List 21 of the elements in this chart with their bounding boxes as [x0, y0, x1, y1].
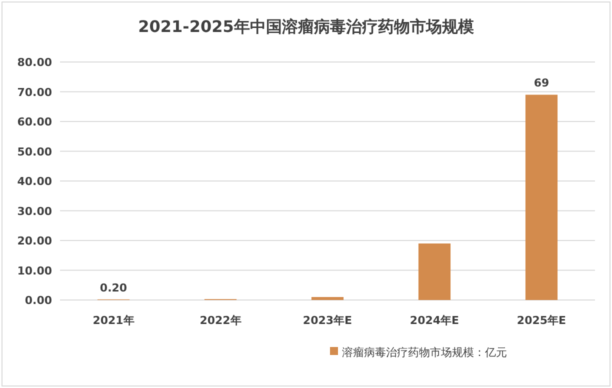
x-tick-label: 2024年E	[410, 314, 460, 327]
x-tick-label: 2022年	[200, 314, 242, 327]
y-tick-label: 10.00	[17, 264, 52, 278]
y-tick-label: 60.00	[17, 116, 52, 128]
x-tick-label: 2021年	[92, 314, 134, 327]
y-tick-label: 20.00	[17, 234, 52, 248]
bar	[418, 243, 451, 300]
y-tick-label: 50.00	[17, 145, 52, 158]
data-label: 69	[534, 76, 550, 90]
y-tick-label: 70.00	[17, 86, 52, 99]
y-tick-label: 30.00	[17, 204, 52, 218]
x-tick-label: 2025年E	[516, 314, 566, 327]
x-tick-label: 2023年E	[302, 314, 352, 327]
y-tick-label: 80.00	[17, 56, 52, 69]
y-tick-label: 40.00	[17, 175, 52, 188]
bar	[525, 94, 558, 300]
bar	[311, 297, 344, 300]
legend-label: 溶瘤病毒治疗药物市场规模：亿元	[342, 346, 507, 359]
y-tick-label: 0.00	[24, 294, 52, 307]
chart-title: 2021-2025年中国溶瘤病毒治疗药物市场规模	[138, 17, 474, 36]
data-label: 0.20	[100, 281, 128, 294]
